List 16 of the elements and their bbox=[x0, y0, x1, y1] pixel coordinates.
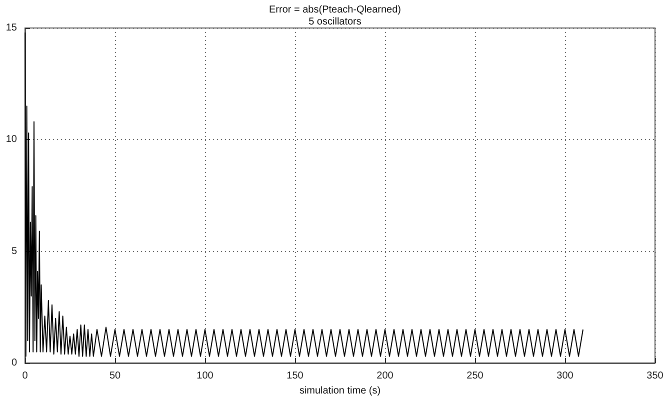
x-axis-title: simulation time (s) bbox=[299, 385, 381, 396]
x-tick-label: 50 bbox=[109, 370, 121, 382]
y-tick-label: 10 bbox=[6, 134, 18, 146]
x-tick-label: 300 bbox=[556, 370, 574, 382]
x-tick-label: 200 bbox=[376, 370, 394, 382]
y-tick-label: 15 bbox=[6, 22, 18, 34]
x-tick-label: 250 bbox=[466, 370, 484, 382]
line-series bbox=[24, 32, 584, 357]
x-tick-label: 100 bbox=[196, 370, 214, 382]
x-tick-label: 150 bbox=[286, 370, 304, 382]
chart-title: Error = abs(Pteach-Qlearned) bbox=[268, 4, 402, 16]
y-tick-label: 5 bbox=[11, 246, 18, 257]
y-tick-label: 0 bbox=[11, 358, 18, 368]
x-tick-label: 0 bbox=[22, 370, 28, 382]
x-tick-label: 350 bbox=[646, 370, 664, 382]
chart-subtitle: 5 oscillators bbox=[308, 16, 362, 28]
